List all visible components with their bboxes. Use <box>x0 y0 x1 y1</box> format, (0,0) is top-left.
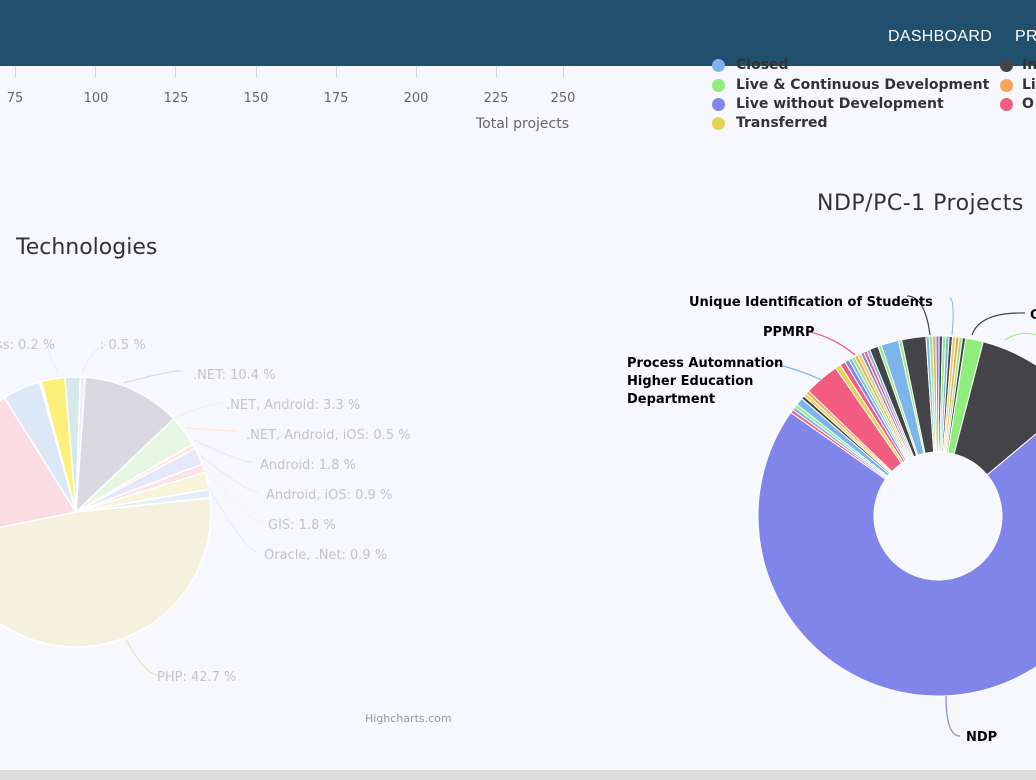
axis-tick-label: 125 <box>163 91 189 106</box>
ndp-donut <box>757 335 1036 697</box>
legend-dot-closed <box>712 59 725 72</box>
tech-connector-line <box>193 439 253 463</box>
axis-tick-mark <box>416 66 417 78</box>
ndp-chart-title: NDP/PC-1 Projects <box>817 191 1024 216</box>
navbar: DASHBOARD PR <box>0 0 1036 66</box>
tech-slice-slice[interactable] <box>0 396 78 539</box>
tech-connector-line <box>81 344 108 373</box>
x-axis-title: Total projects <box>476 116 570 132</box>
ndp-slice-ndp[interactable] <box>757 400 1036 697</box>
legend-item-closed[interactable]: Closed <box>736 57 789 73</box>
axis-tick-label: 250 <box>550 91 576 106</box>
tech-data-label: Oracle, .Net: 0.9 % <box>264 548 387 563</box>
tech-connector-line <box>48 344 59 373</box>
ndp-connector-line <box>971 312 1026 336</box>
tech-connector-line <box>123 370 181 384</box>
legend-item-li[interactable]: Li <box>1022 77 1036 93</box>
axis-tick-mark <box>336 66 337 78</box>
axis-tick-mark <box>256 66 257 78</box>
axis-tick-label: 150 <box>243 91 269 106</box>
axis-tick-mark <box>563 66 564 78</box>
ndp-data-label: NDP <box>966 730 997 745</box>
tech-data-label: PHP: 42.7 % <box>157 670 236 685</box>
ndp-connector-line <box>1004 332 1036 341</box>
ndp-connector-line <box>949 297 954 336</box>
ndp-data-label: PPMRP <box>763 325 815 340</box>
tech-connector-line <box>206 484 259 553</box>
ndp-data-label: C <box>1030 308 1036 323</box>
tech-data-label: GIS: 1.8 % <box>268 518 336 533</box>
highcharts-credit[interactable]: Highcharts.com <box>365 712 452 725</box>
tech-slice-net[interactable] <box>75 376 175 514</box>
legend-dot-live-continuous <box>712 79 725 92</box>
axis-tick-label: 75 <box>6 91 24 106</box>
ndp-labels: Unique Identification of Students PPMRP Pr… <box>627 295 1036 745</box>
nav-link-projects[interactable]: PR <box>1015 28 1036 45</box>
tech-data-label: .NET, Android, iOS: 0.5 % <box>246 428 411 443</box>
nav-link-dashboard[interactable]: DASHBOARD <box>888 28 993 45</box>
legend-dot-transferred <box>712 117 725 130</box>
axis-tick-label: 200 <box>403 91 429 106</box>
tech-data-label: Android, iOS: 0.9 % <box>266 488 392 503</box>
tech-connector-line <box>203 469 263 523</box>
tech-slice-php[interactable] <box>0 497 212 648</box>
ndp-slice-slice[interactable] <box>953 341 1036 476</box>
legend-dot-live-without <box>712 98 725 111</box>
ndp-connector-line <box>945 695 961 737</box>
legend-item-o[interactable]: O <box>1022 96 1034 112</box>
legend-dot-o <box>1000 98 1013 111</box>
axis-tick-mark <box>15 66 16 78</box>
legend-item-live-continuous[interactable]: Live & Continuous Development <box>736 77 990 93</box>
tech-connector-line <box>199 454 259 493</box>
tech-data-label: : 0.5 % <box>100 338 146 353</box>
axis-tick-mark <box>175 66 176 78</box>
axis-tick-mark <box>95 66 96 78</box>
tech-data-label: Android: 1.8 % <box>260 458 356 473</box>
tech-data-label: ss: 0.2 % <box>0 338 55 353</box>
legend-dot-in <box>1000 59 1013 72</box>
ndp-connector-line <box>906 295 931 336</box>
tech-connector-line <box>174 402 223 419</box>
tech-data-label: .NET, Android: 3.3 % <box>226 398 360 413</box>
technologies-chart-title: Technologies <box>16 235 158 260</box>
technologies-labels: PHP: 42.7 % ss: 0.2 % : 0.5 % .NET: 10.4 %.… <box>0 338 411 685</box>
technologies-pie <box>0 376 212 648</box>
ndp-data-label: Unique Identification of Students <box>689 295 933 310</box>
axis-tick-label: 175 <box>323 91 349 106</box>
legend-item-transferred[interactable]: Transferred <box>736 115 828 131</box>
tech-data-label: .NET: 10.4 % <box>193 368 276 383</box>
legend-item-in[interactable]: In <box>1022 57 1036 73</box>
tech-connector-line <box>185 427 239 432</box>
axis-tick-label: 100 <box>83 91 109 106</box>
ndp-data-label: Process Automnation Higher Education Depar… <box>627 356 783 407</box>
tech-connector-line <box>125 639 159 676</box>
legend-dot-li <box>1000 79 1013 92</box>
ndp-connector-line <box>809 331 856 356</box>
bottom-strip <box>0 770 1036 780</box>
ndp-connector-line <box>771 362 823 381</box>
axis-tick-mark <box>496 66 497 78</box>
axis-tick-label: 225 <box>483 91 509 106</box>
legend-item-live-without[interactable]: Live without Development <box>736 96 944 112</box>
